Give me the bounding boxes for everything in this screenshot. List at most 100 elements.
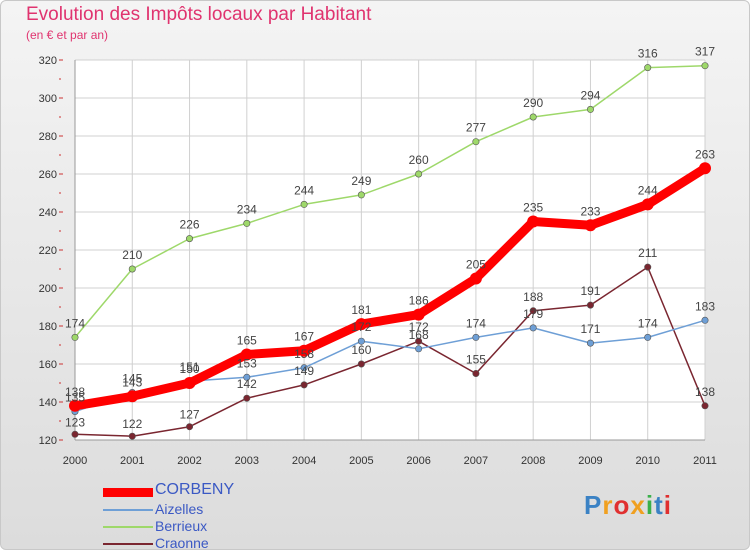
data-label: 244 bbox=[294, 183, 314, 197]
y-tick-label: 320 bbox=[39, 55, 57, 67]
data-label: 234 bbox=[237, 202, 257, 216]
data-point-aizelles bbox=[586, 339, 594, 347]
data-label: 138 bbox=[695, 385, 715, 399]
data-label: 127 bbox=[180, 408, 200, 422]
data-label: 151 bbox=[180, 360, 200, 374]
data-label: 316 bbox=[638, 47, 658, 61]
x-tick-label: 2007 bbox=[464, 455, 488, 467]
data-point-corbeny bbox=[412, 308, 425, 321]
brand-logo: Proxiti bbox=[584, 490, 672, 521]
data-point-aizelles bbox=[415, 345, 423, 353]
data-label: 160 bbox=[351, 343, 371, 357]
y-tick-label: 200 bbox=[39, 283, 57, 295]
data-label: 167 bbox=[294, 330, 314, 344]
series-line-corbeny bbox=[70, 163, 710, 411]
data-point-berrieux bbox=[644, 64, 652, 72]
data-label: 174 bbox=[638, 316, 658, 330]
legend-label: Craonne bbox=[155, 535, 209, 551]
brand-letter: x bbox=[630, 490, 646, 520]
data-label: 138 bbox=[65, 385, 85, 399]
data-point-aizelles bbox=[300, 364, 308, 372]
data-point-corbeny bbox=[240, 348, 253, 361]
data-point-aizelles bbox=[357, 337, 365, 345]
data-point-corbeny bbox=[126, 390, 139, 403]
y-tick-label: 280 bbox=[39, 131, 57, 143]
series-line-craonne bbox=[74, 266, 706, 437]
data-point-berrieux bbox=[243, 219, 251, 227]
x-tick-label: 2006 bbox=[406, 455, 430, 467]
legend-label: Aizelles bbox=[155, 501, 204, 517]
data-point-berrieux bbox=[186, 235, 194, 243]
brand-letter: t bbox=[654, 490, 664, 520]
brand-letter: i bbox=[663, 490, 672, 520]
series-line-berrieux bbox=[74, 64, 706, 339]
y-tick-label: 260 bbox=[39, 169, 57, 181]
data-point-corbeny bbox=[69, 399, 81, 412]
data-label: 188 bbox=[523, 290, 543, 304]
data-label: 158 bbox=[294, 347, 314, 361]
data-point-berrieux bbox=[357, 191, 365, 199]
x-tick-label: 2001 bbox=[120, 455, 144, 467]
data-point-corbeny bbox=[641, 198, 654, 211]
data-point-corbeny bbox=[183, 377, 196, 389]
x-tick-label: 2010 bbox=[635, 455, 659, 467]
y-tick-label: 300 bbox=[39, 93, 57, 105]
data-point-craonne bbox=[644, 263, 652, 271]
x-tick-label: 2002 bbox=[177, 455, 201, 467]
data-label: 205 bbox=[466, 258, 486, 272]
data-label: 183 bbox=[695, 299, 715, 313]
y-tick-label: 220 bbox=[39, 245, 57, 257]
data-point-berrieux bbox=[701, 62, 709, 70]
data-point-berrieux bbox=[300, 200, 308, 208]
data-label: 290 bbox=[523, 96, 543, 110]
brand-letter: r bbox=[602, 490, 614, 520]
data-point-corbeny bbox=[527, 215, 540, 228]
x-tick-label: 2000 bbox=[63, 455, 87, 467]
data-label: 210 bbox=[122, 248, 142, 262]
data-point-corbeny bbox=[699, 162, 711, 175]
data-label: 260 bbox=[409, 153, 429, 167]
data-label: 179 bbox=[523, 307, 543, 321]
data-label: 317 bbox=[695, 45, 715, 59]
x-tick-label: 2011 bbox=[693, 455, 717, 467]
data-label: 168 bbox=[409, 328, 429, 342]
x-tick-label: 2008 bbox=[521, 455, 545, 467]
data-label: 211 bbox=[638, 246, 657, 260]
x-tick-label: 2005 bbox=[349, 455, 373, 467]
legend-label: CORBENY bbox=[155, 481, 235, 498]
data-point-corbeny bbox=[355, 318, 368, 331]
data-label: 181 bbox=[351, 303, 371, 317]
data-point-craonne bbox=[186, 423, 194, 431]
data-point-berrieux bbox=[472, 138, 480, 146]
x-tick-label: 2003 bbox=[235, 455, 259, 467]
data-point-craonne bbox=[529, 307, 537, 315]
data-point-aizelles bbox=[529, 324, 537, 332]
data-point-craonne bbox=[415, 337, 423, 345]
data-point-craonne bbox=[701, 402, 709, 410]
data-point-berrieux bbox=[71, 333, 79, 341]
data-label: 172 bbox=[351, 320, 371, 334]
legend-swatch bbox=[103, 488, 153, 497]
chart-title: Evolution des Impôts locaux par Habitant bbox=[26, 4, 372, 25]
data-label: 294 bbox=[580, 88, 600, 102]
data-point-corbeny bbox=[469, 272, 482, 285]
data-label: 135 bbox=[65, 391, 85, 405]
data-point-corbeny bbox=[584, 219, 597, 232]
data-point-corbeny bbox=[298, 344, 311, 357]
data-label: 172 bbox=[409, 320, 429, 334]
data-label: 244 bbox=[638, 183, 658, 197]
y-tick-label: 140 bbox=[39, 397, 57, 409]
data-label: 143 bbox=[122, 375, 142, 389]
data-point-aizelles bbox=[243, 373, 251, 381]
y-tick-label: 180 bbox=[39, 321, 57, 333]
brand-letter: o bbox=[613, 490, 631, 520]
data-point-craonne bbox=[357, 360, 365, 368]
data-label: 226 bbox=[180, 218, 200, 232]
data-label: 174 bbox=[466, 316, 486, 330]
data-point-aizelles bbox=[644, 333, 652, 341]
data-label: 122 bbox=[122, 417, 142, 431]
data-point-craonne bbox=[472, 369, 480, 377]
data-label: 174 bbox=[65, 316, 85, 330]
y-tick-label: 120 bbox=[39, 435, 57, 447]
data-label: 165 bbox=[237, 334, 257, 348]
